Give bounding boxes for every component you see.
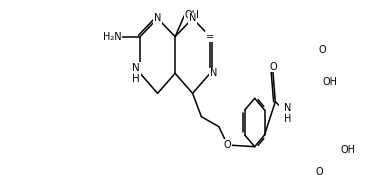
Text: OH: OH [185, 10, 200, 20]
Text: O: O [315, 167, 323, 175]
Text: O: O [224, 140, 231, 150]
Text: OH: OH [340, 145, 356, 155]
Text: O: O [269, 62, 277, 72]
Text: N
H: N H [132, 62, 140, 84]
Text: H₂N: H₂N [103, 32, 122, 42]
Text: N: N [154, 13, 161, 23]
Text: O: O [319, 45, 326, 55]
Text: =: = [206, 32, 214, 42]
Text: OH: OH [322, 77, 337, 87]
Text: N
H: N H [283, 103, 291, 124]
Text: N: N [210, 68, 217, 78]
Text: N: N [189, 13, 196, 23]
